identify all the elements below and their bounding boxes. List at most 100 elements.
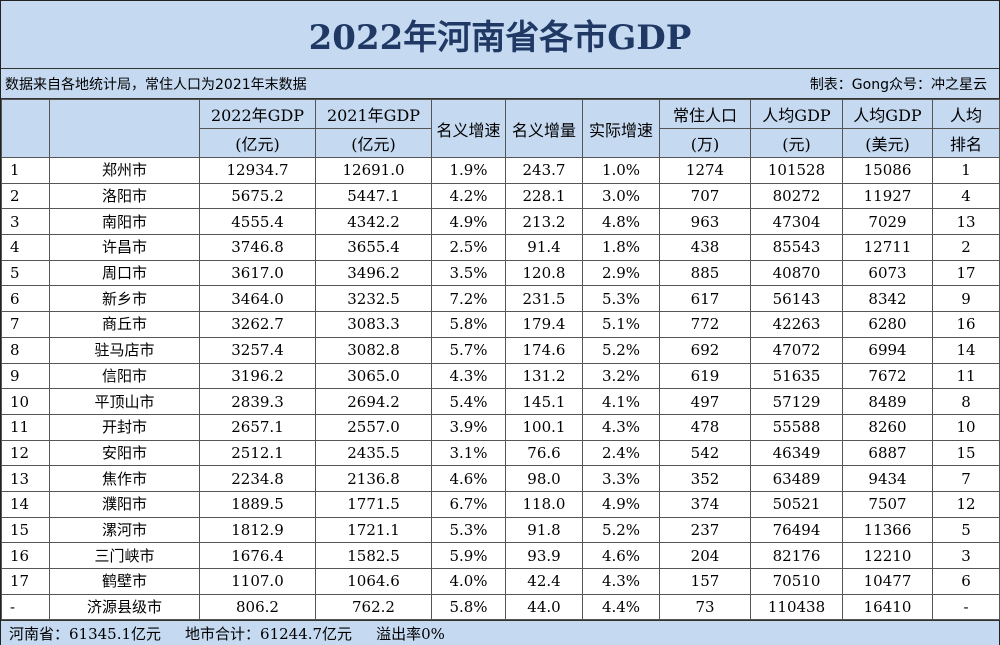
city-name-cell: 周口市 <box>49 259 200 287</box>
table-cell: 8 <box>932 388 1000 415</box>
table-cell: 9434 <box>842 465 933 492</box>
header-unit-cell: (万) <box>659 128 751 158</box>
table-cell: 80272 <box>750 182 843 210</box>
table-cell: 1721.1 <box>315 516 432 544</box>
table-cell: 243.7 <box>505 157 583 184</box>
table-cell: 3464.0 <box>199 285 316 313</box>
table-cell: 2 <box>932 234 1000 261</box>
header-cell: 名义增量 <box>505 99 583 158</box>
table-cell: 4 <box>1 234 50 261</box>
table-cell: 692 <box>659 336 751 364</box>
table-cell: 17 <box>1 568 50 595</box>
table-cell: 179.4 <box>505 311 583 338</box>
table-cell: 11927 <box>842 182 933 210</box>
city-name-cell: 濮阳市 <box>49 490 200 518</box>
table-row: 9 信阳市 3196.2 3065.0 4.3% 131.2 3.2% 619 51635 767… <box>1 362 1000 390</box>
table-cell: 478 <box>659 413 751 441</box>
table-cell: 3.1% <box>431 439 506 467</box>
table-header: 2022年GDP 2021年GDP 名义增速 名义增量 实际增速 常住人口 人均GDP 人均G… <box>1 99 1000 158</box>
table-row: 17 鹤壁市 1107.0 1064.6 4.0% 42.4 4.3% 157 70510 104… <box>1 568 1000 595</box>
table-cell: 14 <box>932 336 1000 364</box>
table-cell: 5 <box>932 516 1000 544</box>
table-row: 14 濮阳市 1889.5 1771.5 6.7% 118.0 4.9% 374 50521 75… <box>1 490 1000 518</box>
city-name-cell: 郑州市 <box>49 157 200 184</box>
table-cell: 98.0 <box>505 465 583 492</box>
city-name-cell: 漯河市 <box>49 516 200 544</box>
table-cell: 3 <box>932 542 1000 569</box>
table-cell: - <box>932 593 1000 621</box>
city-name-cell: 新乡市 <box>49 285 200 313</box>
table-row: 7 商丘市 3262.7 3083.3 5.8% 179.4 5.1% 772 42263 628… <box>1 311 1000 338</box>
header-unit-cell: (亿元) <box>199 128 316 158</box>
table-cell: 2557.0 <box>315 413 432 441</box>
table-cell: 5.9% <box>431 542 506 569</box>
table-cell: 3262.7 <box>199 311 316 338</box>
table-cell: 7029 <box>842 208 933 236</box>
table-cell: 1274 <box>659 157 751 184</box>
province-total: 河南省：61345.1亿元 <box>9 624 162 643</box>
table-row: 6 新乡市 3464.0 3232.5 7.2% 231.5 5.3% 617 56143 834… <box>1 285 1000 313</box>
table-row: 4 许昌市 3746.8 3655.4 2.5% 91.4 1.8% 438 85543 1271… <box>1 234 1000 261</box>
table-cell: 3082.8 <box>315 336 432 364</box>
city-total: 地市合计：61244.7亿元 <box>185 624 353 643</box>
table-cell: 374 <box>659 490 751 518</box>
table-cell: 3.3% <box>582 465 660 492</box>
table-cell: 56143 <box>750 285 843 313</box>
table-cell: 91.4 <box>505 234 583 261</box>
table-cell: 3065.0 <box>315 362 432 390</box>
table-cell: 2.4% <box>582 439 660 467</box>
city-name-cell: 驻马店市 <box>49 336 200 364</box>
table-cell: 7507 <box>842 490 933 518</box>
table-cell: 228.1 <box>505 182 583 210</box>
city-name-cell: 开封市 <box>49 413 200 441</box>
table-cell: 619 <box>659 362 751 390</box>
table-cell: 5.8% <box>431 593 506 621</box>
table-cell: 93.9 <box>505 542 583 569</box>
table-cell: 47304 <box>750 208 843 236</box>
table-cell: 7.2% <box>431 285 506 313</box>
city-name-cell: 许昌市 <box>49 234 200 261</box>
table-cell: 5.2% <box>582 516 660 544</box>
table-cell: 1 <box>932 157 1000 184</box>
table-cell: 2 <box>1 182 50 210</box>
table-cell: 11 <box>1 413 50 441</box>
city-name-cell: 焦作市 <box>49 465 200 492</box>
table-cell: 85543 <box>750 234 843 261</box>
table-cell: 63489 <box>750 465 843 492</box>
city-name-cell: 洛阳市 <box>49 182 200 210</box>
table-row: 8 驻马店市 3257.4 3082.8 5.7% 174.6 5.2% 692 47072 69… <box>1 336 1000 364</box>
table-cell: 9 <box>1 362 50 390</box>
table-cell: 4.9% <box>582 490 660 518</box>
summary-footer: 河南省：61345.1亿元 地市合计：61244.7亿元 溢出率0% <box>1 620 999 645</box>
table-cell: 10477 <box>842 568 933 595</box>
table-cell: 2839.3 <box>199 388 316 415</box>
table-cell: 4555.4 <box>199 208 316 236</box>
overflow-rate: 溢出率0% <box>376 624 445 643</box>
table-body: 1 郑州市 12934.7 12691.0 1.9% 243.7 1.0% 1274 10152… <box>1 157 1000 621</box>
table-cell: 15 <box>932 439 1000 467</box>
header-cell: 人均 <box>932 99 1000 129</box>
table-cell: 4.3% <box>582 413 660 441</box>
table-cell: 3.5% <box>431 259 506 287</box>
table-row: 2 洛阳市 5675.2 5447.1 4.2% 228.1 3.0% 707 80272 119… <box>1 182 1000 210</box>
table-cell: 1812.9 <box>199 516 316 544</box>
table-cell: 3083.3 <box>315 311 432 338</box>
table-cell: 617 <box>659 285 751 313</box>
city-name-cell: 南阳市 <box>49 208 200 236</box>
table-cell: 5675.2 <box>199 182 316 210</box>
city-name-cell: 信阳市 <box>49 362 200 390</box>
table-cell: 8260 <box>842 413 933 441</box>
table-cell: 4.0% <box>431 568 506 595</box>
table-cell: 4.6% <box>582 542 660 569</box>
table-cell: 14 <box>1 490 50 518</box>
table-cell: 5.1% <box>582 311 660 338</box>
table-cell: 2435.5 <box>315 439 432 467</box>
table-cell: 4.9% <box>431 208 506 236</box>
table-cell: 7672 <box>842 362 933 390</box>
table-cell: 44.0 <box>505 593 583 621</box>
city-name-cell: 安阳市 <box>49 439 200 467</box>
table-cell: 6 <box>932 568 1000 595</box>
table-cell: 497 <box>659 388 751 415</box>
table-cell: 13 <box>932 208 1000 236</box>
table-cell: 15086 <box>842 157 933 184</box>
